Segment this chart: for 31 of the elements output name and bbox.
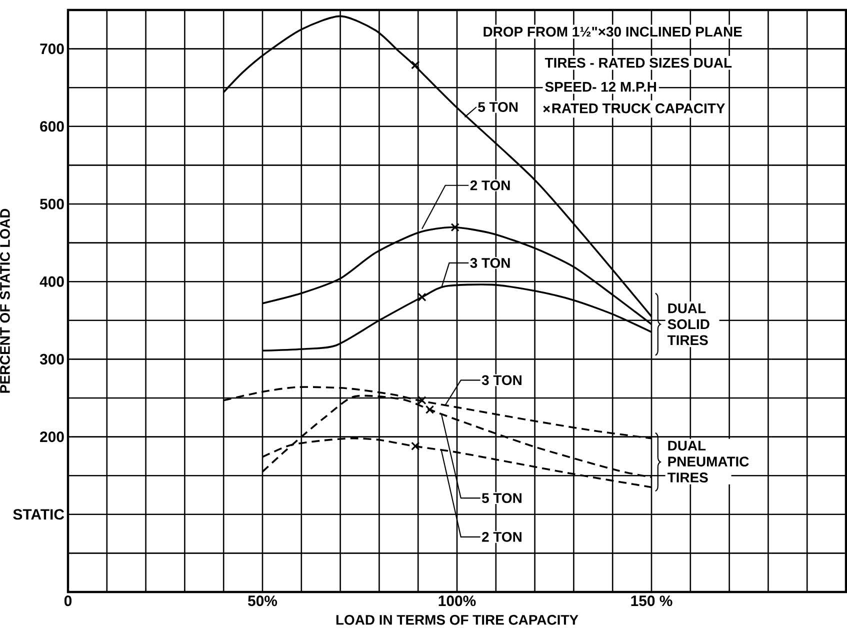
point (418, 396, 426, 405)
legend-label: RATED TRUCK CAPACITY (552, 103, 725, 114)
series-label: 3 TON (470, 258, 510, 268)
y-tick-label: 400 (40, 276, 64, 287)
point (411, 60, 420, 70)
x-tick-label: 150 % (631, 596, 672, 606)
y-tick-label: 700 (40, 44, 64, 54)
y-tick-label: 300 (40, 354, 64, 365)
x-tick-label: 100% (438, 596, 476, 606)
x-tick-label: 0 (64, 596, 72, 606)
annotation: TIRES - RATED SIZES DUAL (544, 58, 732, 68)
x-tick-label: 50% (248, 596, 278, 606)
y-tick-label: 500 (40, 198, 64, 210)
point (450, 222, 460, 232)
y-tick-label: STATIC (13, 509, 64, 520)
point (411, 442, 420, 450)
point (418, 292, 426, 302)
series-label: 3 TON (482, 375, 522, 386)
annotation: DUAL PNEUMATIC TIRES (667, 440, 749, 482)
y-tick-label: 200 (40, 432, 64, 442)
text: 2 TON (482, 532, 522, 542)
y-tick-label: 600 (40, 121, 64, 132)
y-axis-title: PERCENT OF STATIC LOAD (0, 208, 10, 393)
text: 5 TON (482, 493, 522, 504)
annotation: SPEED- 12 M.P.H (545, 82, 656, 92)
annotation: DROP FROM 1½"×30 INCLINED PLANE (484, 26, 742, 37)
point (425, 405, 434, 414)
text: 2 TON (470, 180, 510, 190)
x-axis-title: LOAD IN TERMS OF TIRE CAPACITY (336, 614, 578, 625)
legend-label: 5 TON (478, 102, 518, 112)
annotation: DUAL SOLID TIRES (667, 303, 710, 346)
